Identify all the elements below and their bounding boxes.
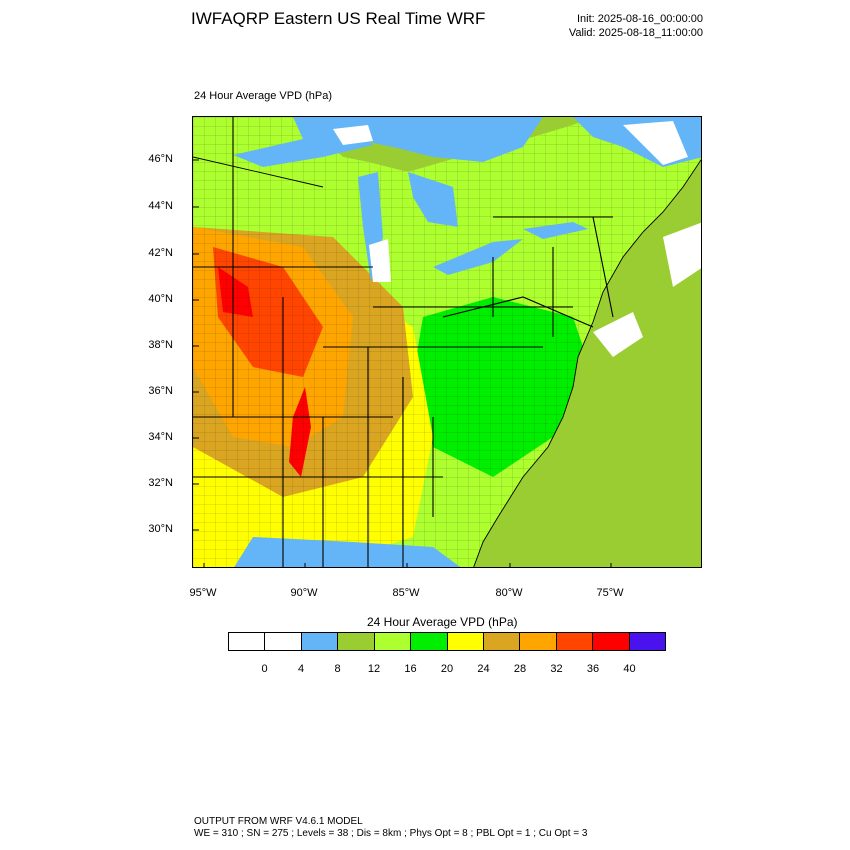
no-data-area bbox=[623, 121, 688, 165]
colorbar-tick-label: 8 bbox=[334, 663, 341, 675]
colorbar-swatch bbox=[483, 633, 521, 650]
lat-label-46: 46°N bbox=[148, 153, 173, 165]
gulf-shelf bbox=[234, 537, 461, 567]
colorbar-tick-label: 40 bbox=[623, 663, 636, 675]
colorbar-swatch bbox=[556, 633, 594, 650]
colorbar-title: 24 Hour Average VPD (hPa) bbox=[367, 615, 518, 629]
colorbar-swatch bbox=[593, 633, 630, 650]
lat-label-36: 36°N bbox=[148, 385, 173, 397]
colorbar-swatch bbox=[301, 633, 339, 650]
vpd-map-svg bbox=[193, 117, 701, 567]
main-title: IWFAQRP Eastern US Real Time WRF bbox=[191, 9, 486, 28]
lat-label-44: 44°N bbox=[148, 200, 173, 212]
lake-erie bbox=[433, 239, 523, 275]
footer-config-line: WE = 310 ; SN = 275 ; Levels = 38 ; Dis … bbox=[194, 828, 588, 839]
lat-label-42: 42°N bbox=[148, 247, 173, 259]
colorbar-swatch bbox=[447, 633, 484, 650]
colorbar-tick-label: 32 bbox=[550, 663, 563, 675]
coastline bbox=[193, 156, 701, 567]
lat-label-40: 40°N bbox=[148, 293, 173, 305]
lake-superior bbox=[233, 129, 373, 167]
lake-ontario bbox=[523, 222, 588, 239]
colorbar-swatch bbox=[629, 633, 666, 650]
colorbar-swatch bbox=[265, 633, 302, 650]
no-data-area bbox=[369, 239, 391, 282]
colorbar-tick-label: 16 bbox=[404, 663, 417, 675]
lon-label-90w: 90°W bbox=[290, 587, 318, 599]
valid-time: Valid: 2025-08-18_11:00:00 bbox=[568, 27, 703, 39]
graticule-ticks bbox=[193, 159, 612, 567]
lon-label-75w: 75°W bbox=[596, 587, 624, 599]
colorbar-tick-label: 0 bbox=[261, 663, 268, 675]
colorbar-tick-label: 36 bbox=[586, 663, 600, 675]
footer-model-line: OUTPUT FROM WRF V4.6.1 MODEL bbox=[194, 816, 363, 827]
no-data-area bbox=[663, 222, 701, 287]
plot-label: 24 Hour Average VPD (hPa) bbox=[194, 90, 332, 102]
colorbar-swatch bbox=[374, 633, 412, 650]
lon-label-80w: 80°W bbox=[495, 587, 523, 599]
colorbar-swatch bbox=[338, 633, 375, 650]
colorbar-swatch bbox=[411, 633, 448, 650]
init-time: Init: 2025-08-16_00:00:00 bbox=[577, 13, 703, 25]
colorbar-tick-label: 4 bbox=[297, 663, 305, 675]
colorbar-tick-label: 12 bbox=[367, 663, 381, 675]
state-borders bbox=[193, 117, 614, 567]
colorbar-swatch bbox=[229, 633, 266, 650]
lat-label-32: 32°N bbox=[148, 477, 173, 489]
lon-label-95w: 95°W bbox=[189, 587, 217, 599]
lat-label-38: 38°N bbox=[148, 339, 173, 351]
colorbar-tick-label: 28 bbox=[513, 663, 527, 675]
colorbar-tick-label: 24 bbox=[477, 663, 490, 675]
colorbar-swatch bbox=[520, 633, 557, 650]
no-data-area bbox=[333, 125, 373, 145]
lat-label-34: 34°N bbox=[148, 431, 173, 443]
no-data-area bbox=[593, 312, 643, 357]
vpd-map bbox=[192, 116, 702, 568]
colorbar-tick-label: 20 bbox=[440, 663, 454, 675]
colorbar bbox=[228, 632, 666, 651]
lat-label-30: 30°N bbox=[148, 523, 173, 535]
lon-label-85w: 85°W bbox=[392, 587, 420, 599]
lake-huron bbox=[408, 172, 458, 227]
